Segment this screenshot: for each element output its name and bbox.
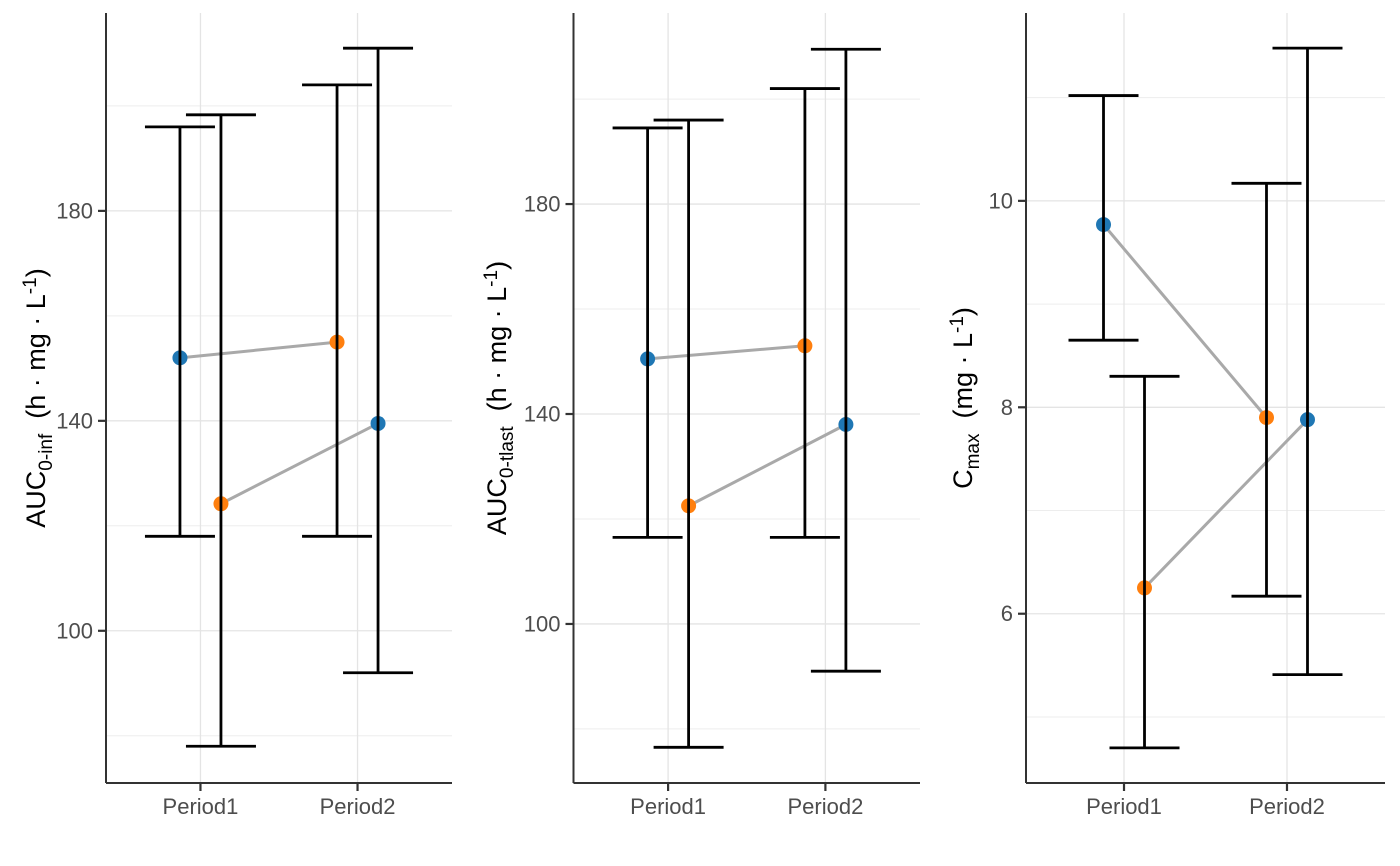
x-tick-label: Period2 [320,794,396,819]
connecting-line [687,423,847,508]
y-tick-label: 180 [56,198,93,223]
x-tick-label: Period1 [163,794,239,819]
panel-3: 6 8 10 Period1 Period2 Cmax (mg · L-1) [947,13,1385,819]
y-tick-label: 100 [524,611,561,636]
x-tick-label: Period1 [630,794,706,819]
y-tick-label: 140 [524,402,561,427]
y-tick-label: 140 [56,408,93,433]
y-axis-title: Cmax (mg · L-1) [947,307,984,489]
connecting-line [647,344,806,361]
y-tick-label: 10 [989,188,1013,213]
panel-1: 100 140 180 Period1 Period2 AUC0-inf (h · mg … [20,13,452,819]
y-tick-label: 6 [1001,601,1013,626]
connecting-line [179,340,338,360]
x-tick-label: Period2 [1249,794,1325,819]
y-tick-label: 180 [524,192,561,217]
y-tick-label: 8 [1001,395,1013,420]
x-tick-label: Period2 [787,794,863,819]
y-axis-title: AUC0-inf (h · mg · L-1) [20,268,57,527]
panel-2: 100 140 180 Period1 Period2 AUC0-tlast (h · m… [481,13,920,819]
connecting-line [1102,223,1268,419]
connecting-line [220,422,379,506]
y-tick-label: 100 [56,618,93,643]
connecting-line [1143,418,1309,589]
y-axis-title: AUC0-tlast (h · mg · L-1) [481,261,518,535]
x-tick-label: Period1 [1086,794,1162,819]
